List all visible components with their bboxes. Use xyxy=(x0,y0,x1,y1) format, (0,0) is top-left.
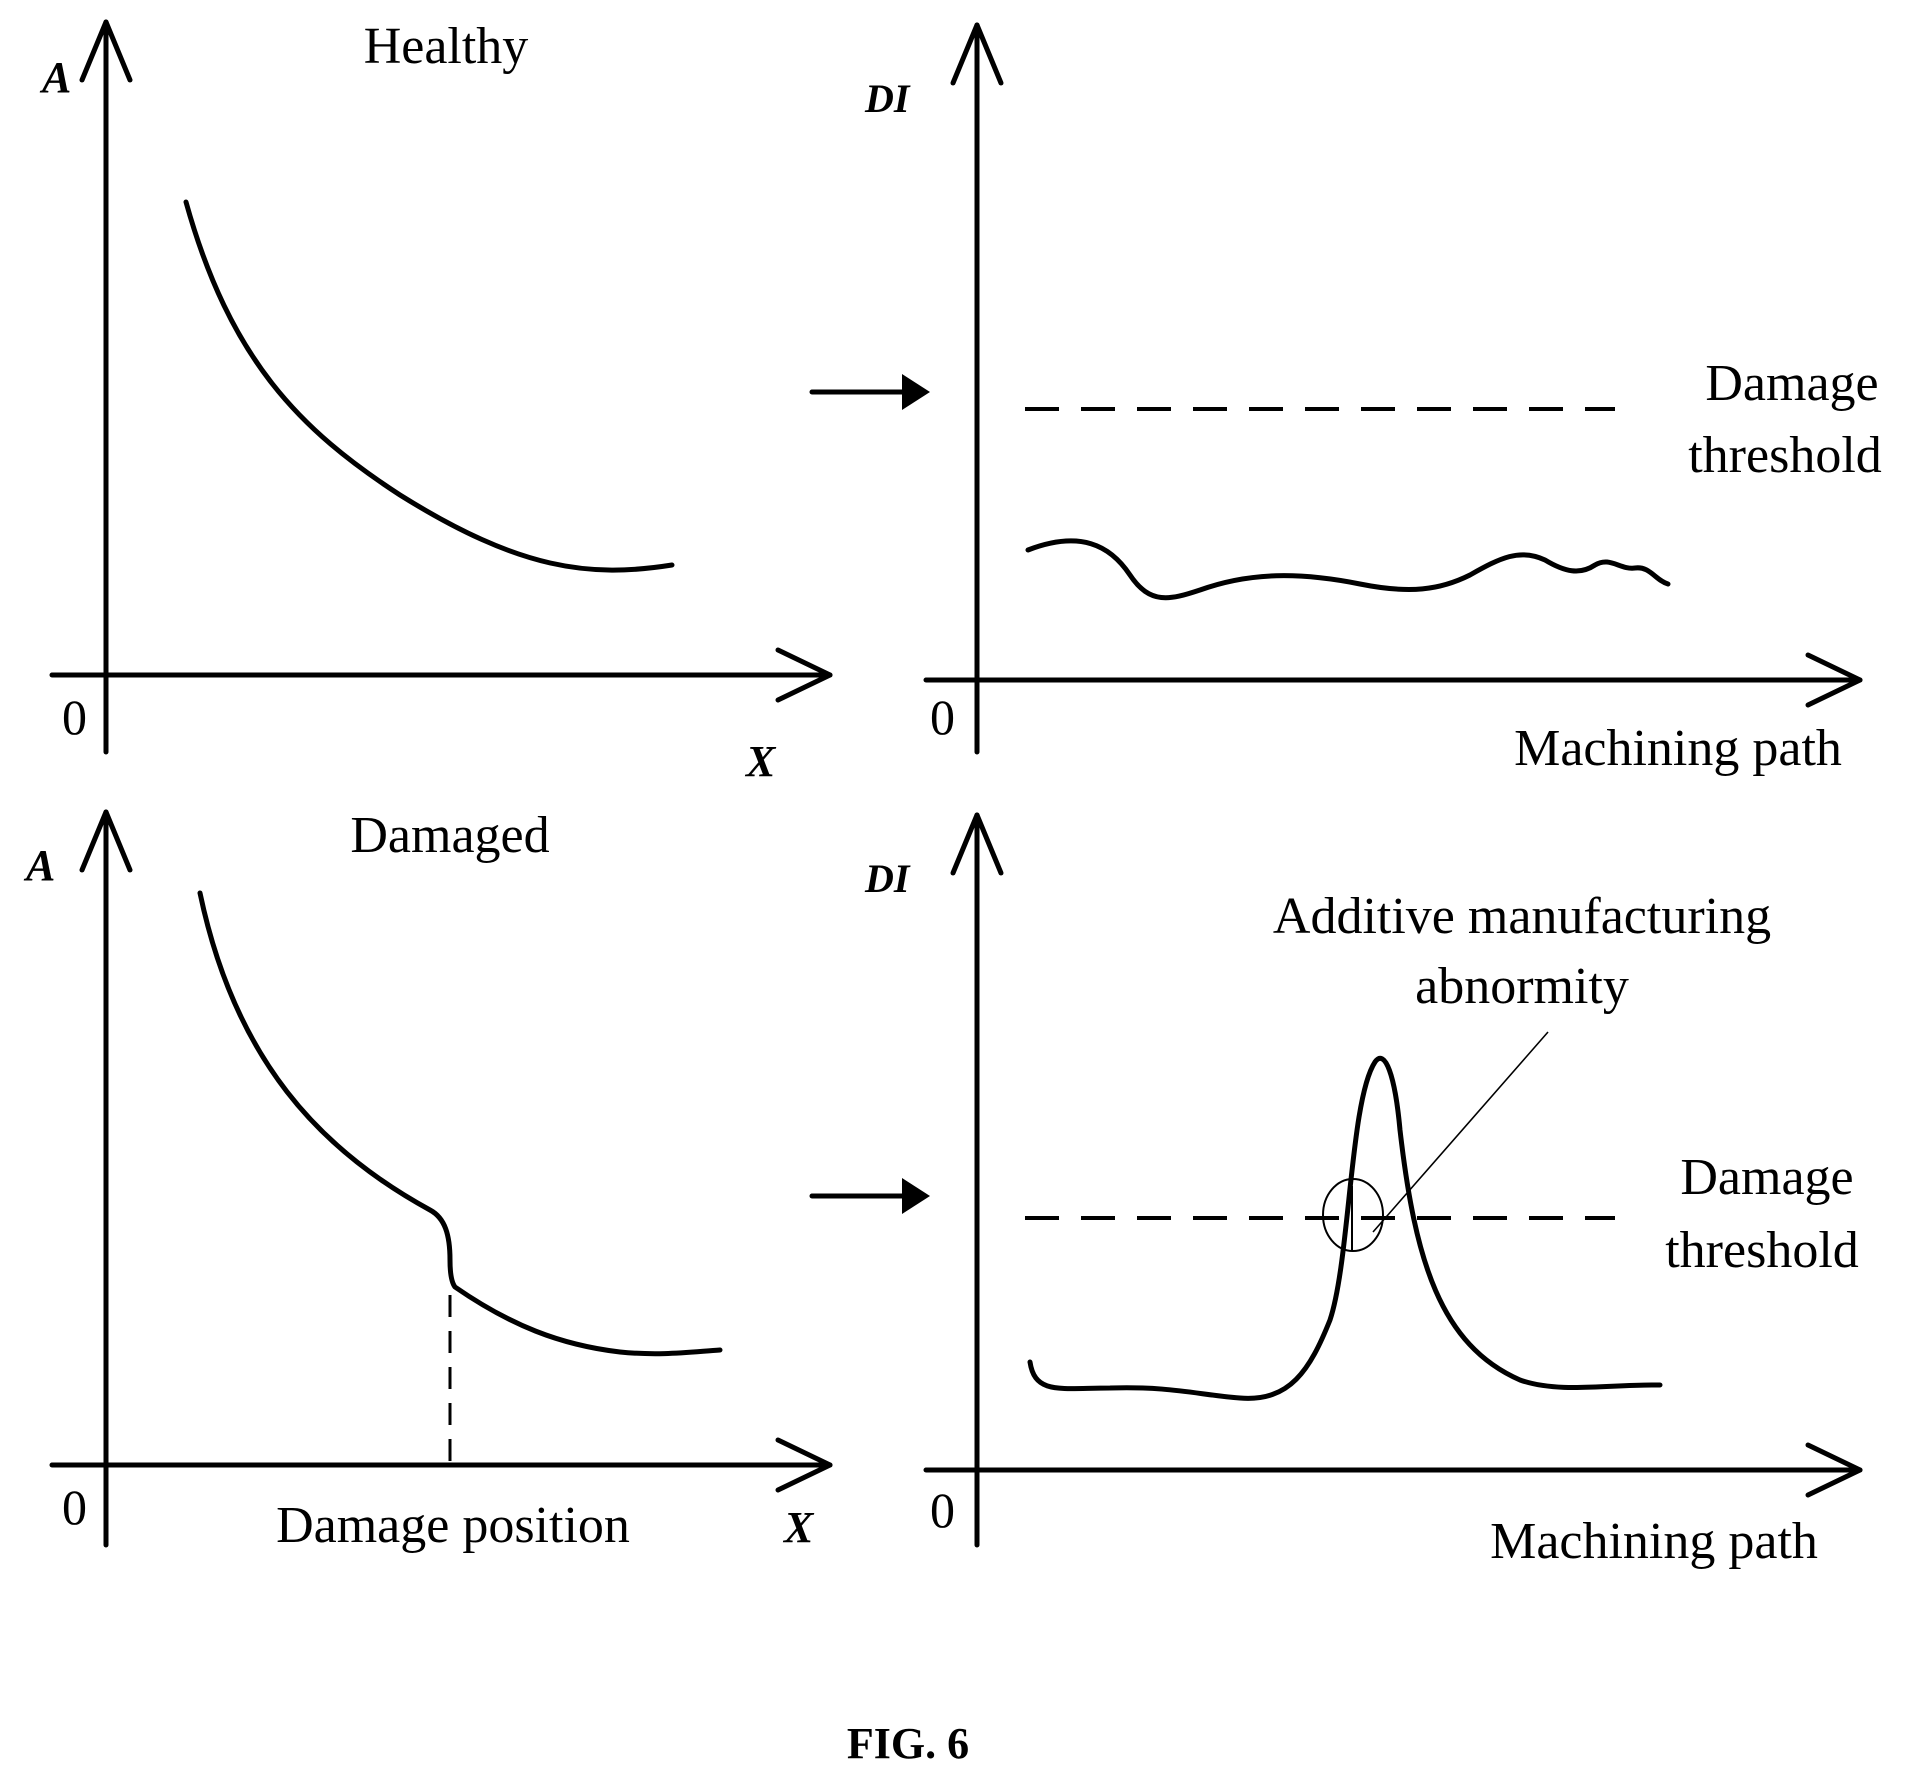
transform-arrow-top xyxy=(809,374,930,410)
threshold-label-line2: threshold xyxy=(1688,427,1882,484)
x-axis-label: Machining path xyxy=(1490,1513,1818,1570)
annotation-leader-line xyxy=(1372,1031,1549,1233)
panel-title: Damaged xyxy=(350,807,549,864)
panel-damaged-signal: Damaged A 0 Damage position X xyxy=(23,807,833,1554)
panel-healthy-index: DI 0 Damage threshold Machining path xyxy=(864,22,1882,777)
transform-arrow-bottom xyxy=(809,1178,930,1214)
threshold-label-line2: threshold xyxy=(1665,1222,1859,1279)
damage-position-label: Damage position xyxy=(276,1497,630,1554)
origin-label: 0 xyxy=(930,1482,955,1538)
panel-title: Healthy xyxy=(364,18,529,75)
x-axis-arrowhead xyxy=(1805,1442,1863,1498)
x-axis-label: X xyxy=(744,737,777,786)
origin-label: 0 xyxy=(62,689,87,745)
arrow-head-icon xyxy=(902,374,930,410)
x-axis-arrowhead xyxy=(1805,652,1863,708)
damage-index-curve xyxy=(1025,538,1671,601)
y-axis-arrowhead xyxy=(79,809,133,873)
amplitude-curve xyxy=(183,199,675,573)
threshold-label-line1: Damage xyxy=(1680,1149,1853,1206)
annotation-line2: abnormity xyxy=(1415,958,1629,1015)
x-axis-label: X xyxy=(782,1503,815,1552)
arrow-head-icon xyxy=(902,1178,930,1214)
damage-index-curve xyxy=(1027,1055,1663,1401)
x-axis-arrowhead xyxy=(775,1437,833,1493)
y-axis-label: A xyxy=(39,53,71,102)
origin-label: 0 xyxy=(930,689,955,745)
amplitude-curve xyxy=(197,890,723,1357)
y-axis-label: A xyxy=(23,841,55,890)
origin-label: 0 xyxy=(62,1479,87,1535)
y-axis-arrowhead xyxy=(950,812,1004,876)
y-axis-arrowhead xyxy=(79,19,133,83)
panel-damaged-index: DI 0 Additive manufacturing abnormity Da… xyxy=(864,812,1863,1570)
panel-healthy-signal: Healthy A 0 X xyxy=(39,18,833,786)
y-axis-label: DI xyxy=(864,856,911,901)
x-axis-arrowhead xyxy=(775,647,833,703)
figure-caption: FIG. 6 xyxy=(847,1719,969,1768)
threshold-label-line1: Damage xyxy=(1705,355,1878,412)
y-axis-label: DI xyxy=(864,76,911,121)
annotation-line1: Additive manufacturing xyxy=(1273,888,1771,945)
threshold-crossing-marker xyxy=(1322,1178,1384,1252)
x-axis-label: Machining path xyxy=(1514,720,1842,777)
y-axis-arrowhead xyxy=(950,22,1004,86)
